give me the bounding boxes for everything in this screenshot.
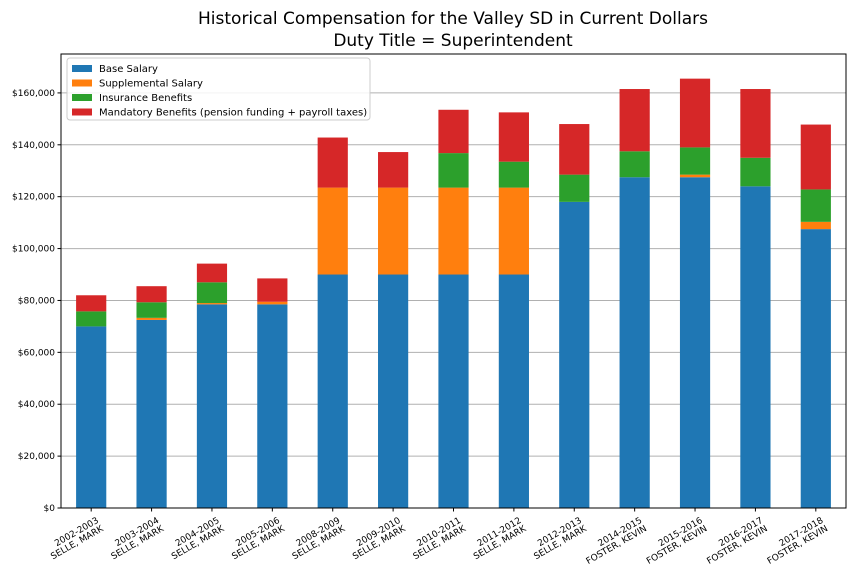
bar-segment bbox=[196, 263, 228, 283]
legend-label: Insurance Benefits bbox=[99, 93, 192, 104]
y-tick-label: $0 bbox=[44, 504, 56, 514]
bar-segment bbox=[619, 151, 650, 178]
bar-segment bbox=[76, 295, 107, 312]
x-tick-label: 2017-2018FOSTER, KEVIN bbox=[761, 516, 830, 567]
bar-segment bbox=[559, 124, 590, 175]
x-tick-label: 2010-2011SELLE, MARK bbox=[407, 515, 469, 562]
legend-label: Supplemental Salary bbox=[99, 79, 203, 90]
y-tick-label: $140,000 bbox=[12, 141, 55, 151]
bar-segment bbox=[800, 189, 831, 222]
bar-segment bbox=[679, 174, 711, 178]
bar-segment bbox=[317, 187, 348, 275]
bar-segment bbox=[136, 302, 167, 318]
bar-segment bbox=[679, 78, 711, 148]
legend-swatch bbox=[72, 79, 92, 87]
bar-segment bbox=[196, 282, 228, 304]
y-tick-label: $160,000 bbox=[12, 89, 55, 99]
bar-segment bbox=[498, 112, 529, 162]
legend-swatch bbox=[72, 65, 92, 72]
bar-segment bbox=[438, 109, 469, 154]
y-tick-label: $20,000 bbox=[18, 452, 55, 462]
y-axis: $0 $20,000 $40,000 $60,000 $80,000 $100,000 $1… bbox=[12, 89, 61, 514]
bar-segment bbox=[257, 301, 288, 305]
bar-segment bbox=[619, 89, 650, 152]
bar-segment bbox=[740, 157, 771, 187]
bar-segment bbox=[740, 186, 771, 508]
y-tick-label: $100,000 bbox=[12, 245, 55, 255]
bar-segment bbox=[76, 326, 107, 508]
bar-segment bbox=[196, 304, 228, 508]
x-tick-label: 2011-2012SELLE, MARK bbox=[467, 515, 529, 562]
bar-segment bbox=[378, 274, 409, 508]
chart-title: Historical Compensation for the Valley S… bbox=[198, 9, 708, 29]
x-axis: 2002-2003SELLE, MARK 2003-2004SELLE, MARK… bbox=[45, 508, 830, 567]
y-tick-label: $60,000 bbox=[18, 348, 55, 358]
bar-segment bbox=[438, 274, 469, 508]
x-tick-label: 2014-2015FOSTER, KEVIN bbox=[580, 516, 649, 567]
bar-segment bbox=[317, 274, 348, 508]
bar-segment bbox=[136, 319, 167, 508]
x-tick-label: 2005-2006SELLE, MARK bbox=[226, 515, 288, 562]
bar-segment bbox=[559, 201, 590, 509]
bar-segment bbox=[800, 124, 831, 190]
bar-segment bbox=[498, 161, 529, 188]
bar-segment bbox=[679, 147, 711, 175]
bar-segment bbox=[196, 303, 228, 305]
bars-group bbox=[76, 78, 831, 509]
bar-segment bbox=[378, 187, 409, 275]
bar-segment bbox=[136, 317, 167, 320]
legend: Base Salary Supplemental Salary Insurance … bbox=[66, 57, 371, 121]
legend-label: Base Salary bbox=[99, 64, 158, 75]
bar-segment bbox=[679, 177, 711, 508]
x-tick-label: 2009-2010SELLE, MARK bbox=[347, 515, 409, 562]
x-tick-label: 2003-2004SELLE, MARK bbox=[105, 515, 167, 562]
legend-swatch bbox=[72, 108, 92, 116]
bar-segment bbox=[438, 153, 469, 188]
bar-segment bbox=[257, 304, 288, 508]
y-tick-label: $40,000 bbox=[18, 400, 55, 410]
bar-segment bbox=[378, 152, 409, 188]
y-tick-label: $120,000 bbox=[12, 193, 55, 203]
bar-segment bbox=[317, 137, 348, 188]
x-tick-label: 2012-2013SELLE, MARK bbox=[528, 515, 590, 562]
bar-segment bbox=[257, 278, 288, 302]
x-tick-label: 2015-2016FOSTER, KEVIN bbox=[640, 516, 709, 567]
bar-segment bbox=[498, 187, 529, 275]
bar-segment bbox=[740, 89, 771, 158]
chart-subtitle: Duty Title = Superintendent bbox=[333, 31, 573, 51]
bar-segment bbox=[559, 174, 590, 202]
legend-label: Mandatory Benefits (pension funding + pa… bbox=[99, 108, 367, 119]
bar-segment bbox=[619, 177, 650, 508]
bar-segment bbox=[76, 311, 107, 327]
x-tick-label: 2004-2005SELLE, MARK bbox=[165, 515, 227, 562]
bar-segment bbox=[136, 286, 167, 303]
legend-swatch bbox=[72, 94, 92, 101]
y-tick-label: $80,000 bbox=[18, 296, 55, 306]
x-tick-label: 2002-2003SELLE, MARK bbox=[45, 515, 107, 562]
bar-segment bbox=[800, 221, 831, 230]
bar-segment bbox=[800, 229, 831, 508]
x-tick-label: 2016-2017FOSTER, KEVIN bbox=[701, 516, 770, 567]
legend-box bbox=[66, 57, 371, 121]
x-tick-label: 2008-2009SELLE, MARK bbox=[286, 515, 348, 562]
bar-segment bbox=[498, 274, 529, 508]
bar-segment bbox=[438, 187, 469, 275]
